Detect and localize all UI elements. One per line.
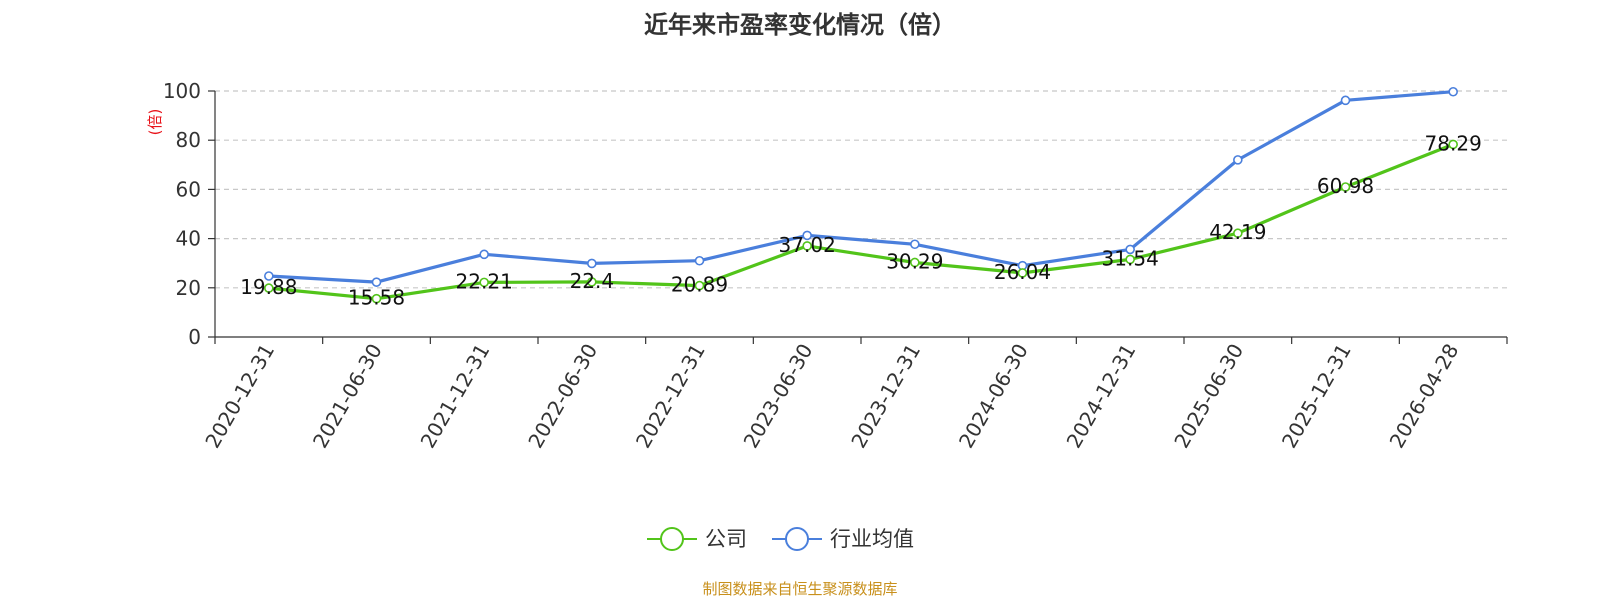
data-point [1448, 139, 1458, 150]
legend-label: 公司 [705, 527, 747, 551]
data-point [1448, 86, 1458, 97]
data-point [264, 271, 274, 281]
data-label: 19.88 [240, 275, 297, 299]
legend-circle-icon [660, 527, 684, 551]
y-tick-label: 20 [176, 276, 201, 300]
grid-lines [215, 90, 1507, 289]
legend-circle-icon [785, 527, 809, 551]
x-tick-label: 2025-12-31 [1277, 340, 1356, 453]
x-tick-label: 2021-06-30 [308, 340, 387, 453]
x-tick-label: 2022-06-30 [523, 340, 602, 453]
data-point [910, 239, 920, 250]
data-label: 31.54 [1102, 246, 1159, 270]
x-tick-label: 2023-12-31 [846, 340, 925, 453]
data-point [910, 257, 920, 268]
x-tick-label: 2024-06-30 [954, 340, 1033, 453]
axes: 0 20 40 60 80 100 2020-12-31 2021-06-30 2021-12-… [163, 79, 1508, 453]
data-point [587, 277, 597, 287]
data-point [694, 255, 705, 266]
y-tick-label: 80 [176, 128, 201, 152]
legend-item-1[interactable]: 行业均值 [772, 527, 914, 551]
legend-item-0[interactable]: 公司 [647, 527, 747, 551]
data-label: 37.02 [779, 233, 836, 257]
data-point [802, 241, 812, 251]
data-point [479, 277, 489, 288]
data-point [479, 249, 489, 260]
x-tick-label: 2022-12-31 [631, 340, 710, 453]
data-point [264, 283, 274, 293]
data-label: 30.29 [886, 249, 943, 273]
data-label: 26.04 [994, 260, 1051, 284]
x-tick-label: 2023-06-30 [739, 340, 818, 453]
y-tick-label: 0 [188, 325, 201, 349]
data-point [1340, 182, 1351, 192]
data-label: 22.4 [570, 269, 615, 293]
legend: 公司 行业均值 [647, 527, 914, 551]
y-tick-label: 60 [176, 177, 201, 201]
data-label: 22.21 [456, 269, 513, 293]
data-label: 15.58 [348, 286, 405, 310]
y-axis-label: (倍) [146, 109, 164, 136]
y-tick-label: 100 [163, 79, 201, 103]
x-tick-label: 2025-06-30 [1169, 340, 1248, 453]
data-label: 42.19 [1209, 220, 1266, 244]
y-tick-label: 40 [176, 227, 201, 251]
x-tick-label: 2021-12-31 [416, 340, 495, 453]
data-point [587, 258, 597, 269]
series-lines [264, 86, 1458, 304]
data-point [1340, 95, 1351, 106]
data-point [802, 230, 812, 241]
data-point [1125, 254, 1135, 265]
data-label: 60.98 [1317, 174, 1374, 198]
data-label: 20.89 [671, 273, 728, 297]
legend-label: 行业均值 [830, 527, 914, 551]
x-tick-label: 2026-04-28 [1385, 340, 1464, 453]
data-point [694, 280, 705, 291]
data-point [371, 293, 382, 304]
data-point [1017, 268, 1028, 278]
series-line-1 [267, 90, 1455, 284]
series-line-0 [267, 142, 1455, 301]
x-tick-label: 2020-12-31 [200, 340, 279, 453]
source-note: 制图数据来自恒生聚源数据库 [702, 580, 897, 598]
data-label: 78.29 [1425, 131, 1482, 155]
data-point [1125, 244, 1135, 255]
data-point [1233, 155, 1243, 165]
chart-title: 近年来市盈率变化情况（倍） [644, 11, 956, 39]
data-point [371, 277, 382, 287]
x-tick-label: 2024-12-31 [1062, 340, 1141, 453]
data-point [1233, 228, 1243, 239]
data-labels: 19.88 15.58 22.21 22.4 20.89 37.02 30.29 26.04 3… [240, 131, 1482, 309]
